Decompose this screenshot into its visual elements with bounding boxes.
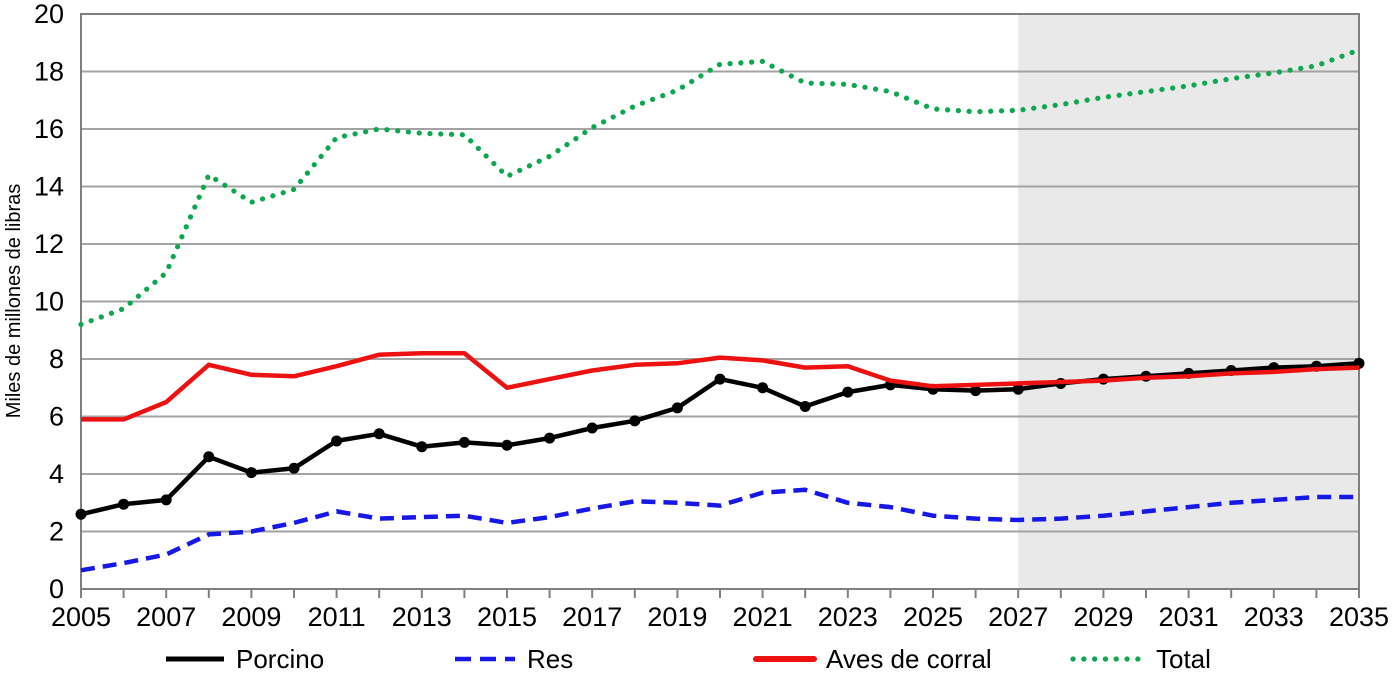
axis-layer: 2005 2007 2009 2011 2013 2015 2017 2019 2021 2023… xyxy=(34,0,1389,632)
x-axis-tick-label: 2017 xyxy=(562,602,622,632)
chart-legend: Porcino Res Aves de corral Total xyxy=(0,638,1400,680)
x-axis-tick-label: 2019 xyxy=(647,602,707,632)
porcino-data-marker xyxy=(757,382,769,394)
gridline-layer xyxy=(80,13,1360,590)
x-axis-tick-label: 2007 xyxy=(136,602,196,632)
aves-line-sample xyxy=(753,656,817,662)
porcino-data-marker xyxy=(331,435,343,447)
y-axis-tick-label: 4 xyxy=(49,459,64,489)
porcino-data-marker xyxy=(714,373,726,385)
y-axis-tick-label: 10 xyxy=(34,287,64,317)
y-axis-tick-label: 2 xyxy=(49,517,64,547)
res-line-sample xyxy=(455,656,515,662)
y-axis-tick-label: 6 xyxy=(49,402,64,432)
porcino-data-marker xyxy=(970,385,982,397)
plot-border xyxy=(80,13,1360,590)
y-axis-title: Miles de millones de libras xyxy=(3,184,25,419)
x-axis-tick-label: 2021 xyxy=(733,602,793,632)
x-axis-tick-label: 2025 xyxy=(903,602,963,632)
series-layer xyxy=(75,47,1365,573)
x-axis-tick-label: 2015 xyxy=(477,602,537,632)
porcino-data-marker xyxy=(245,467,257,479)
porcino-data-marker xyxy=(501,439,513,451)
y-axis-tick-label: 18 xyxy=(34,57,64,87)
y-axis-tick-label: 12 xyxy=(34,229,64,259)
porcino-data-marker xyxy=(586,422,598,434)
porcino-data-marker xyxy=(373,428,385,440)
x-axis-tick-label: 2009 xyxy=(221,602,281,632)
x-axis-tick-label: 2029 xyxy=(1073,602,1133,632)
x-axis-tick-label: 2027 xyxy=(988,602,1048,632)
porcino-data-marker xyxy=(118,498,130,510)
y-axis-tick-label: 20 xyxy=(34,0,64,29)
legend-item-total: Total xyxy=(1070,638,1211,680)
x-axis-tick-label: 2031 xyxy=(1159,602,1219,632)
legend-label-total: Total xyxy=(1156,643,1211,674)
x-axis-tick-label: 2035 xyxy=(1329,602,1389,632)
x-axis-tick-label: 2023 xyxy=(818,602,878,632)
porcino-data-marker xyxy=(416,441,428,453)
porcino-data-marker xyxy=(799,400,811,412)
porcino-data-marker xyxy=(629,415,641,427)
y-axis-tick-label: 8 xyxy=(49,344,64,374)
y-axis-tick-label: 16 xyxy=(34,114,64,144)
series-path-total xyxy=(78,47,1362,328)
porcino-data-marker xyxy=(458,436,470,448)
series-path-aves-de-corral xyxy=(81,351,1360,422)
legend-label-porcino: Porcino xyxy=(236,643,325,674)
porcino-data-marker xyxy=(1012,383,1024,395)
series-path-res xyxy=(80,487,1359,573)
porcino-data-marker xyxy=(75,508,87,520)
legend-item-porcino: Porcino xyxy=(163,638,324,680)
porcino-data-marker xyxy=(288,462,300,474)
x-axis-tick-label: 2013 xyxy=(392,602,452,632)
porcino-data-marker xyxy=(160,494,172,506)
porcino-data-marker xyxy=(544,432,556,444)
x-axis-tick-label: 2005 xyxy=(51,602,111,632)
legend-item-aves: Aves de corral xyxy=(753,638,992,680)
x-axis-tick-label: 2011 xyxy=(308,602,366,632)
porcino-line-sample xyxy=(166,656,224,662)
porcino-data-marker xyxy=(203,451,215,463)
porcino-data-marker xyxy=(671,402,683,414)
legend-label-res: Res xyxy=(527,643,574,674)
legend-label-aves: Aves de corral xyxy=(826,643,992,674)
legend-item-res: Res xyxy=(452,638,573,680)
x-axis-tick-label: 2033 xyxy=(1244,602,1304,632)
y-axis-tick-label: 0 xyxy=(49,574,64,604)
porcino-data-marker xyxy=(842,386,854,398)
y-axis-tick-label: 14 xyxy=(34,172,64,202)
total-line-sample xyxy=(1070,656,1147,662)
